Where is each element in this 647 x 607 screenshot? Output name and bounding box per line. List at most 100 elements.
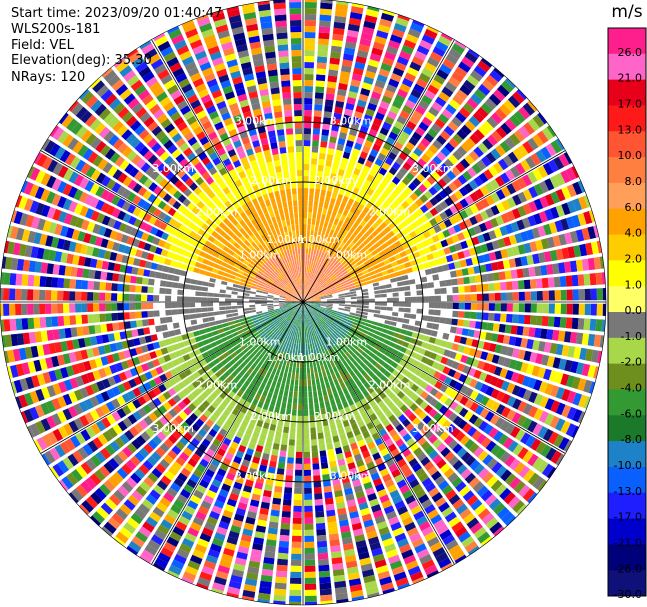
range-gate bbox=[356, 272, 364, 278]
range-gate bbox=[310, 170, 316, 177]
range-gate bbox=[310, 230, 314, 237]
range-gate bbox=[319, 14, 332, 22]
range-gate bbox=[596, 288, 603, 301]
range-gate bbox=[506, 183, 517, 195]
range-gate bbox=[443, 247, 452, 255]
range-gate bbox=[444, 397, 454, 407]
range-gate bbox=[351, 214, 358, 222]
range-gate bbox=[352, 200, 360, 209]
range-gate bbox=[486, 322, 494, 331]
range-gate bbox=[543, 368, 552, 381]
range-gate bbox=[377, 24, 391, 34]
range-gate bbox=[347, 91, 358, 99]
range-gate bbox=[410, 351, 418, 359]
range-gate bbox=[497, 356, 506, 366]
range-gate bbox=[469, 402, 479, 413]
range-gate bbox=[312, 236, 317, 244]
range-gate bbox=[434, 118, 446, 129]
range-gate bbox=[329, 315, 335, 320]
range-gate bbox=[356, 326, 364, 332]
range-gate bbox=[516, 268, 524, 279]
range-gate bbox=[344, 292, 351, 296]
range-gate bbox=[333, 186, 340, 194]
range-gate bbox=[529, 279, 537, 289]
range-gate bbox=[390, 235, 399, 243]
range-gate bbox=[341, 317, 348, 322]
range-gate bbox=[429, 352, 438, 360]
range-gate bbox=[444, 208, 454, 218]
range-gate bbox=[349, 128, 358, 137]
range-gate bbox=[304, 20, 316, 27]
range-gate bbox=[332, 292, 339, 296]
range-gate bbox=[482, 293, 489, 301]
range-gate bbox=[517, 401, 528, 413]
range-gate bbox=[486, 273, 494, 282]
range-gate bbox=[502, 335, 511, 345]
range-gate bbox=[314, 306, 320, 310]
range-gate bbox=[464, 195, 474, 205]
range-gate bbox=[448, 154, 459, 165]
range-gate bbox=[331, 192, 338, 200]
range-gate bbox=[484, 98, 497, 110]
range-gate bbox=[412, 251, 421, 259]
range-gate bbox=[327, 302, 333, 304]
range-gate bbox=[318, 310, 325, 314]
range-gate bbox=[398, 292, 405, 297]
range-gate bbox=[473, 369, 482, 379]
range-gate bbox=[318, 278, 323, 285]
range-gate bbox=[363, 215, 371, 223]
range-gate bbox=[314, 300, 321, 302]
range-gate bbox=[437, 363, 446, 372]
range-gate bbox=[345, 239, 352, 246]
range-gate bbox=[336, 287, 343, 291]
range-gate bbox=[311, 274, 315, 280]
range-gate bbox=[331, 39, 343, 47]
range-gate bbox=[560, 420, 571, 434]
range-gate bbox=[409, 192, 419, 201]
range-gate bbox=[311, 218, 316, 225]
range-gate bbox=[506, 346, 514, 357]
range-gate bbox=[366, 174, 375, 183]
range-gate bbox=[393, 240, 402, 248]
range-gate bbox=[436, 265, 444, 273]
range-gate bbox=[359, 170, 368, 179]
range-gate bbox=[388, 256, 396, 263]
range-gate bbox=[527, 420, 538, 433]
range-gate bbox=[311, 224, 315, 231]
range-gate bbox=[328, 63, 340, 71]
range-gate bbox=[470, 70, 483, 82]
range-gate bbox=[428, 186, 438, 196]
range-gate bbox=[303, 260, 305, 266]
range-gate bbox=[313, 110, 322, 117]
range-gate bbox=[478, 172, 489, 184]
range-gate bbox=[304, 116, 312, 123]
range-gate bbox=[538, 211, 548, 223]
range-gate bbox=[488, 293, 495, 301]
range-gate bbox=[349, 312, 356, 316]
range-gate bbox=[388, 78, 400, 88]
range-gate bbox=[388, 353, 397, 361]
range-gate bbox=[532, 340, 540, 351]
range-gate bbox=[369, 97, 380, 106]
range-gate bbox=[485, 398, 495, 409]
range-gate bbox=[354, 257, 361, 263]
range-gate bbox=[584, 288, 591, 301]
range-gate bbox=[550, 385, 560, 398]
range-gate bbox=[345, 302, 351, 305]
range-gate bbox=[399, 346, 407, 354]
range-gate bbox=[474, 88, 487, 101]
range-gate bbox=[317, 164, 324, 172]
range-gate bbox=[362, 298, 369, 302]
range-gate bbox=[327, 271, 333, 277]
range-gate bbox=[413, 147, 423, 157]
range-gate bbox=[312, 290, 318, 295]
range-gate bbox=[457, 344, 465, 353]
range-gate bbox=[320, 245, 325, 252]
range-gate bbox=[583, 195, 591, 208]
range-gate bbox=[602, 303, 606, 316]
range-gate bbox=[366, 188, 375, 196]
range-gate bbox=[363, 249, 371, 256]
range-gate bbox=[310, 176, 316, 183]
range-gate bbox=[313, 306, 320, 311]
